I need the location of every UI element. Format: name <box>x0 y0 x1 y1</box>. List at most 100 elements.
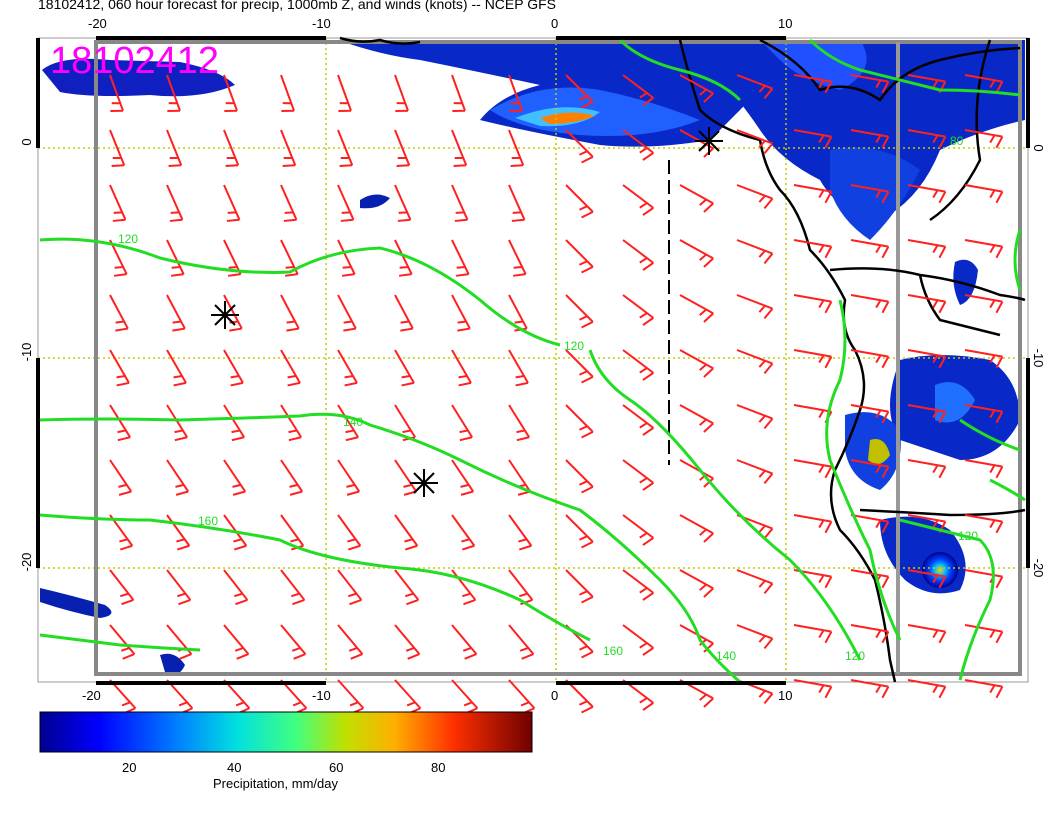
wind-barb <box>166 239 185 277</box>
wind-barb <box>793 459 833 479</box>
wind-barb <box>223 624 250 660</box>
wind-barb <box>736 404 774 430</box>
wind-barb <box>451 514 476 551</box>
wind-barb <box>850 679 890 699</box>
wind-barb <box>337 624 364 660</box>
wind-barb <box>565 129 594 164</box>
lat-tick-left: -10 <box>19 343 34 362</box>
wind-barb <box>793 74 833 94</box>
wind-barb <box>793 129 833 149</box>
wind-barb <box>280 74 295 113</box>
contour-labels: 120 140 160 120 160 140 120 120 80 <box>118 134 978 663</box>
wind-barb <box>394 74 409 113</box>
contour-label: 140 <box>716 649 736 663</box>
wind-barb <box>850 239 890 259</box>
wind-barb <box>109 459 133 496</box>
star-marker <box>211 301 239 329</box>
wind-barb <box>679 404 714 433</box>
wind-barb <box>223 239 242 277</box>
wind-barb <box>451 679 479 715</box>
wind-barb <box>394 184 412 222</box>
star-marker <box>410 469 438 497</box>
contour-label: 140 <box>343 415 363 429</box>
wind-barb <box>679 184 714 213</box>
wind-barb <box>850 184 890 204</box>
wind-barb <box>394 239 413 277</box>
wind-barb <box>508 129 525 168</box>
wind-barb <box>622 74 654 106</box>
wind-barb <box>964 679 1004 699</box>
wind-barb <box>679 569 714 598</box>
wind-barb <box>508 404 530 442</box>
wind-barb <box>166 569 192 606</box>
colorbar-title: Precipitation, mm/day <box>213 776 338 791</box>
wind-barb <box>337 294 357 332</box>
star-markers <box>211 127 723 497</box>
wind-barb <box>622 569 654 601</box>
wind-barb <box>394 349 415 387</box>
wind-barb <box>622 294 654 326</box>
graticule <box>38 38 1028 682</box>
wind-barb <box>337 569 363 606</box>
height-contours <box>39 38 1026 684</box>
wind-barb <box>394 679 422 715</box>
wind-barb <box>679 294 714 323</box>
colorbar-tick: 60 <box>329 760 344 775</box>
wind-barb <box>337 514 362 551</box>
wind-barb <box>622 129 654 161</box>
domain-box <box>94 40 1022 676</box>
wind-barb <box>451 404 473 442</box>
lat-ticks: 0 -10 -20 0 -10 -20 <box>19 138 1046 577</box>
lat-tick-right: -20 <box>1031 559 1046 578</box>
star-marker <box>695 127 723 155</box>
contour-label: 160 <box>198 514 218 528</box>
wind-barb <box>451 239 470 277</box>
wind-barb <box>565 239 594 274</box>
lon-tick-top: -10 <box>312 16 331 31</box>
wind-barb <box>508 74 523 113</box>
lon-tick-bottom: -10 <box>312 688 331 703</box>
wind-barb <box>280 404 302 442</box>
wind-barb <box>394 569 420 606</box>
wind-barb <box>964 624 1004 644</box>
wind-barb <box>223 404 245 442</box>
wind-barb <box>337 679 365 715</box>
wind-barb <box>850 459 890 479</box>
wind-barb <box>964 129 1004 149</box>
wind-barb <box>964 349 1004 369</box>
wind-barb <box>280 679 308 715</box>
wind-barb <box>109 404 131 442</box>
wind-barb <box>565 404 594 439</box>
contour-label: 160 <box>603 644 623 658</box>
wind-barb <box>166 459 190 496</box>
wind-barb <box>508 569 534 606</box>
wind-barb <box>565 294 594 329</box>
wind-barb <box>907 624 947 644</box>
lon-tick-bottom: 0 <box>551 688 558 703</box>
wind-barb <box>280 569 306 606</box>
lat-tick-left: -20 <box>19 553 34 572</box>
wind-barb <box>223 129 240 168</box>
wind-barb <box>622 239 654 271</box>
wind-barb <box>964 514 1004 534</box>
wind-barb <box>166 184 184 222</box>
wind-barb <box>109 294 129 332</box>
wind-barb <box>280 459 304 496</box>
wind-barb <box>793 294 833 314</box>
wind-barb <box>508 679 536 715</box>
wind-barb <box>565 349 594 384</box>
wind-barbs <box>109 74 1004 715</box>
wind-barb <box>793 349 833 369</box>
wind-barb <box>394 129 411 168</box>
wind-barb <box>109 624 136 660</box>
wind-barb <box>907 459 947 479</box>
wind-barb <box>166 349 187 387</box>
wind-barb <box>565 459 594 494</box>
wind-barb <box>451 74 466 113</box>
contour-label: 120 <box>118 232 138 246</box>
wind-barb <box>964 294 1004 314</box>
wind-barb <box>109 184 127 222</box>
lon-ticks: -20 -10 0 10 -20 -10 0 10 <box>82 16 792 703</box>
wind-barb <box>964 404 1004 424</box>
